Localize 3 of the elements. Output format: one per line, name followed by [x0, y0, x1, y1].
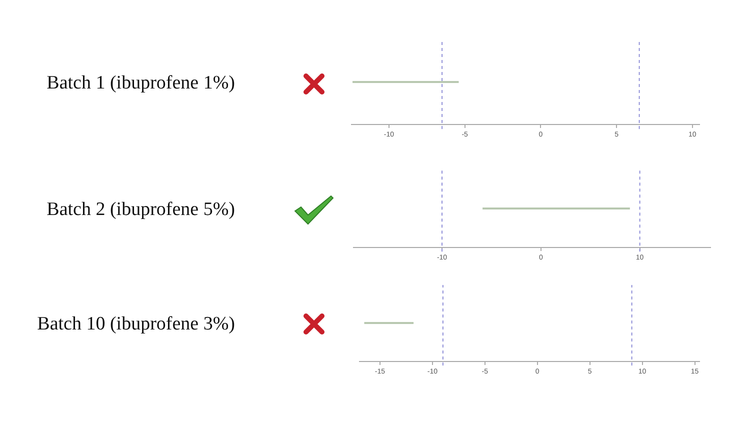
- y-tick-label: Batch 10 (ibuprofene 3%): [37, 314, 235, 335]
- y-tick-label: Batch 1 (ibuprofene 1%): [46, 72, 235, 94]
- y-tick-label: Batch 2 (ibuprofene 5%): [46, 199, 235, 220]
